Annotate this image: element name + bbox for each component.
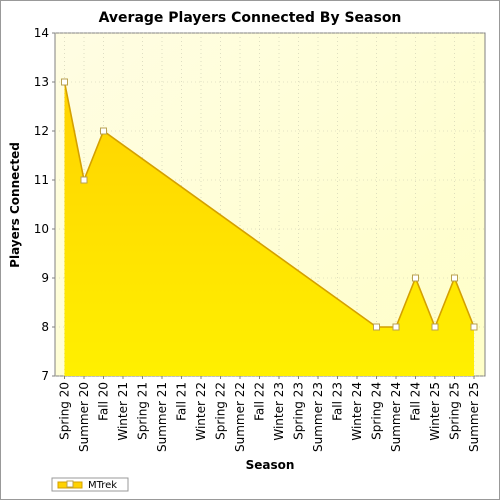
legend-swatch: [57, 480, 83, 489]
chart-title: Average Players Connected By Season: [99, 10, 402, 26]
x-tick-label: Fall 21: [175, 382, 189, 421]
x-tick-label: Fall 22: [253, 382, 267, 421]
y-tick-label: 8: [41, 320, 49, 334]
x-tick-label: Summer 25: [467, 382, 481, 452]
y-tick-label: 11: [34, 173, 49, 187]
data-point: [100, 127, 107, 135]
data-point: [373, 323, 380, 331]
legend-swatch-marker: [66, 480, 74, 488]
x-tick-label: Summer 23: [311, 382, 325, 452]
x-tick-label: Spring 20: [58, 382, 72, 440]
x-tick-label: Summer 20: [77, 382, 91, 452]
data-point: [80, 176, 88, 184]
x-tick-label: Summer 21: [155, 382, 169, 452]
x-tick-label: Spring 21: [136, 382, 150, 440]
data-point: [61, 78, 68, 86]
x-tick-label: Spring 23: [292, 382, 306, 440]
y-axis-ticks: 7 8 9 10 11 12 13 14: [34, 26, 55, 383]
data-point: [412, 274, 419, 282]
y-tick-label: 13: [34, 75, 49, 89]
x-axis-title: Season: [246, 458, 295, 472]
x-tick-label: Summer 24: [389, 382, 403, 452]
x-tick-label: Spring 24: [370, 382, 384, 440]
data-point: [470, 323, 478, 331]
y-tick-label: 9: [41, 271, 49, 285]
x-axis-ticks: Spring 20 Summer 20 Fall 20 Winter 21 Spring…: [58, 376, 481, 452]
legend-label: MTrek: [88, 480, 117, 491]
area-fill: [64, 82, 474, 376]
x-tick-label: Winter 25: [428, 382, 442, 441]
data-point: [431, 323, 439, 331]
x-tick-label: Spring 22: [214, 382, 228, 440]
y-tick-label: 12: [34, 124, 49, 138]
x-tick-label: Winter 23: [272, 382, 286, 441]
legend: MTrek: [51, 477, 129, 492]
y-axis-title: Players Connected: [8, 142, 22, 268]
y-tick-label: 14: [34, 26, 49, 40]
x-tick-label: Spring 25: [448, 382, 462, 440]
x-tick-label: Winter 21: [116, 382, 130, 441]
y-tick-label: 10: [34, 222, 49, 236]
data-point: [451, 274, 458, 282]
y-tick-label: 7: [41, 369, 49, 383]
x-tick-label: Fall 23: [331, 382, 345, 421]
x-tick-label: Winter 22: [194, 382, 208, 441]
x-tick-label: Winter 24: [350, 382, 364, 441]
series-markers: [61, 78, 478, 331]
data-point: [392, 323, 400, 331]
x-tick-label: Fall 20: [97, 382, 111, 421]
x-tick-label: Fall 24: [409, 382, 423, 421]
x-tick-label: Summer 22: [233, 382, 247, 452]
